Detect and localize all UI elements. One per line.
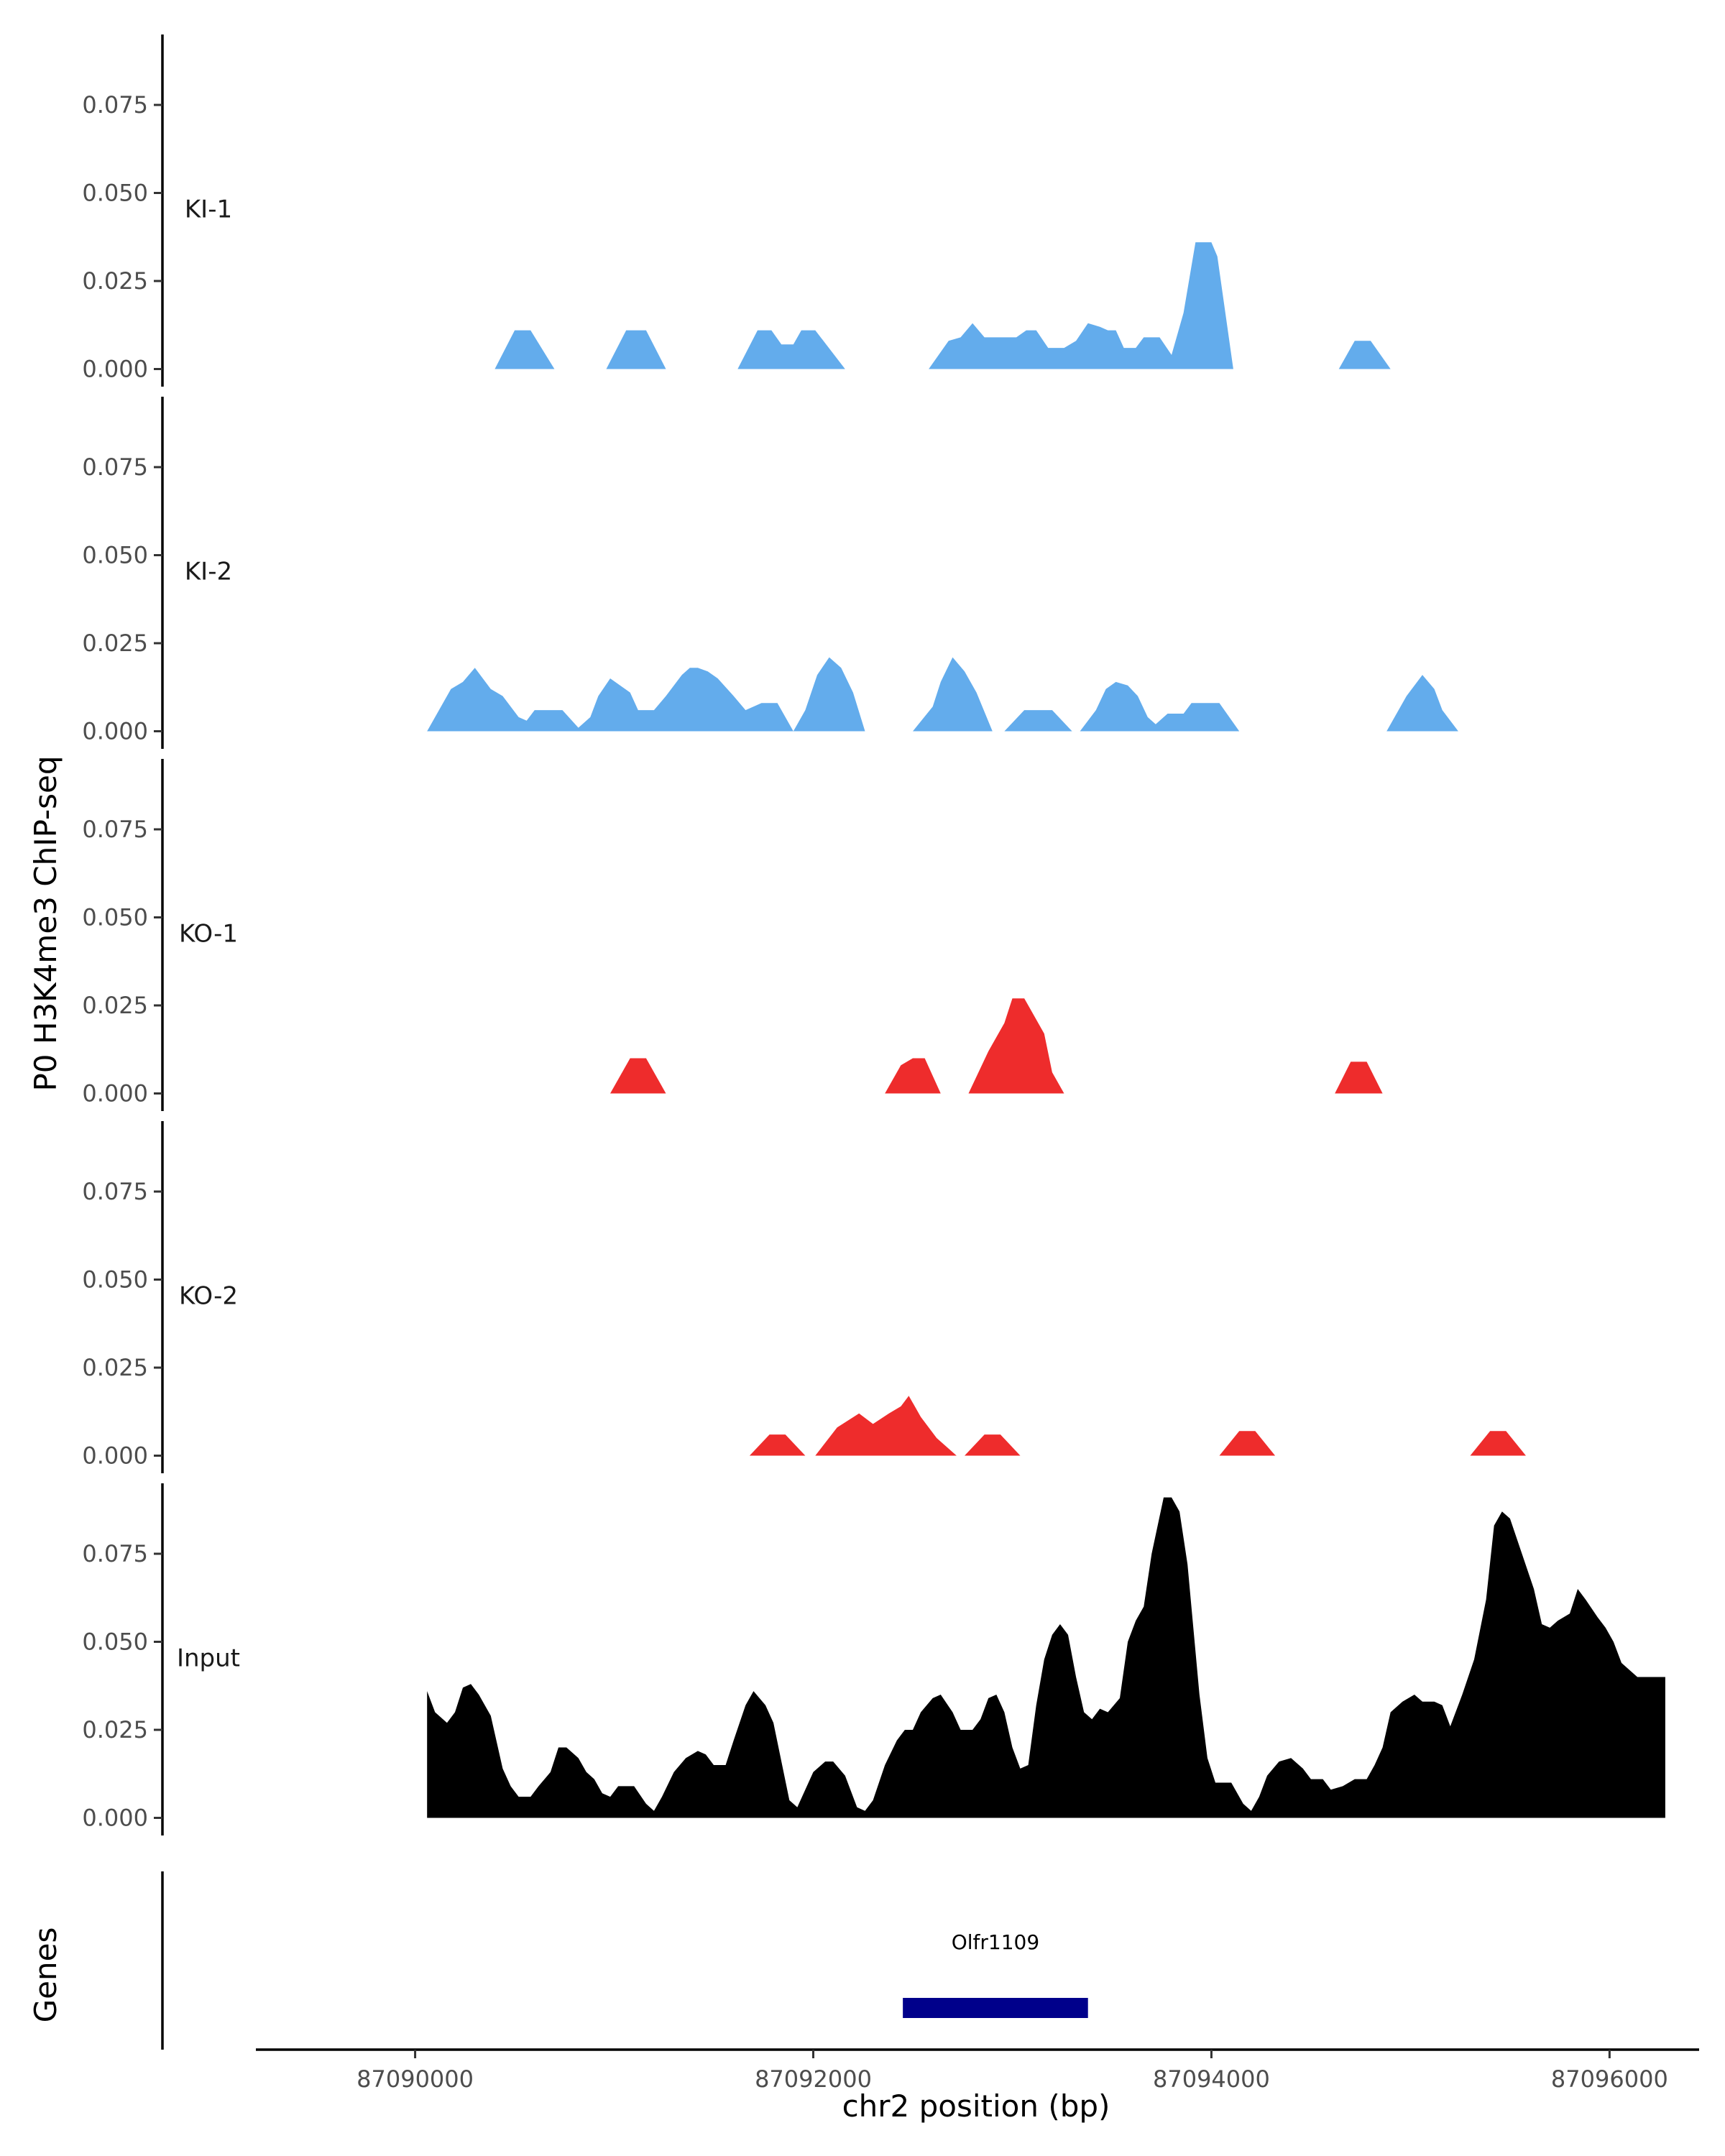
signal-area-ki-2-3: [913, 657, 993, 732]
signal-area-ko-2-4: [1219, 1431, 1276, 1456]
y-tick-label: 0.025: [82, 992, 148, 1019]
signal-area-input-1: [427, 1497, 1665, 1818]
x-tick-label: 87094000: [1153, 2065, 1270, 2093]
track-label: KO-2: [179, 1282, 238, 1311]
signal-area-ki-2-1: [427, 668, 794, 732]
signal-area-ki-1-3: [737, 330, 845, 369]
y-tick-label: 0.025: [82, 1716, 148, 1743]
track-label: KI-1: [185, 195, 232, 224]
y-tick-label: 0.075: [82, 91, 148, 119]
x-axis-title: chr2 position (bp): [842, 2088, 1110, 2124]
signal-area-ko-2-3: [965, 1434, 1021, 1456]
signal-area-ki-2-6: [1386, 675, 1458, 732]
signal-area-ko-2-2: [815, 1396, 957, 1456]
y-tick-label: 0.025: [82, 1354, 148, 1381]
y-tick-label: 0.050: [82, 1266, 148, 1294]
signal-area-ki-1-4: [929, 242, 1233, 369]
y-tick-label: 0.075: [82, 453, 148, 481]
track-panel-ko-1: 0.000 0.025 0.050 0.075 KO-1: [82, 759, 1383, 1111]
gene-bar-olfr1109: [903, 1998, 1088, 2018]
x-tick-label: 87090000: [356, 2065, 474, 2093]
signal-area-ki-2-2: [793, 657, 865, 732]
y-tick-label: 0.050: [82, 1628, 148, 1656]
signal-area-ki-1-1: [494, 330, 555, 369]
track-panel-ko-2: 0.000 0.025 0.050 0.075 KO-2: [82, 1121, 1526, 1473]
signal-area-ki-2-4: [1004, 710, 1072, 732]
y-tick-label: 0.025: [82, 630, 148, 657]
y-tick-label: 0.000: [82, 1805, 148, 1832]
y-tick-label: 0.075: [82, 1178, 148, 1205]
track-label: Input: [177, 1644, 240, 1673]
y-tick-label: 0.000: [82, 356, 148, 383]
x-tick-label: 87092000: [755, 2065, 872, 2093]
y-tick-label: 0.025: [82, 267, 148, 295]
track-panel-ki-2: 0.000 0.025 0.050 0.075 KI-2: [82, 397, 1458, 749]
signal-area-ko-1-2: [885, 1058, 941, 1094]
gene-label: Olfr1109: [952, 1930, 1039, 1954]
track-label: KI-2: [185, 558, 232, 586]
signal-area-ki-1-5: [1338, 341, 1391, 369]
signal-area-ko-1-1: [610, 1058, 666, 1094]
signal-area-ko-1-3: [968, 998, 1064, 1094]
track-panel-ki-1: 0.000 0.025 0.050 0.075 KI-1: [82, 34, 1391, 387]
signal-area-ki-1-2: [606, 330, 666, 369]
signal-area-ko-1-4: [1335, 1061, 1383, 1094]
y-tick-label: 0.050: [82, 904, 148, 931]
track-panel-input: 0.000 0.025 0.050 0.075 Input: [82, 1483, 1665, 1835]
y-tick-label: 0.050: [82, 180, 148, 207]
y-tick-label: 0.075: [82, 1540, 148, 1567]
track-label: KO-1: [179, 920, 238, 949]
y-axis-title: P0 H3K4me3 ChIP-seq: [28, 755, 63, 1091]
y-tick-label: 0.000: [82, 718, 148, 745]
y-tick-label: 0.000: [82, 1080, 148, 1107]
signal-area-ki-2-5: [1080, 681, 1240, 732]
signal-area-ko-2-1: [749, 1434, 806, 1456]
y-tick-label: 0.075: [82, 816, 148, 843]
x-tick-label: 87096000: [1551, 2065, 1668, 2093]
y-tick-label: 0.000: [82, 1442, 148, 1470]
genes-panel-title: Genes: [28, 1927, 63, 2023]
signal-area-ko-2-5: [1470, 1431, 1526, 1456]
y-tick-label: 0.050: [82, 542, 148, 569]
